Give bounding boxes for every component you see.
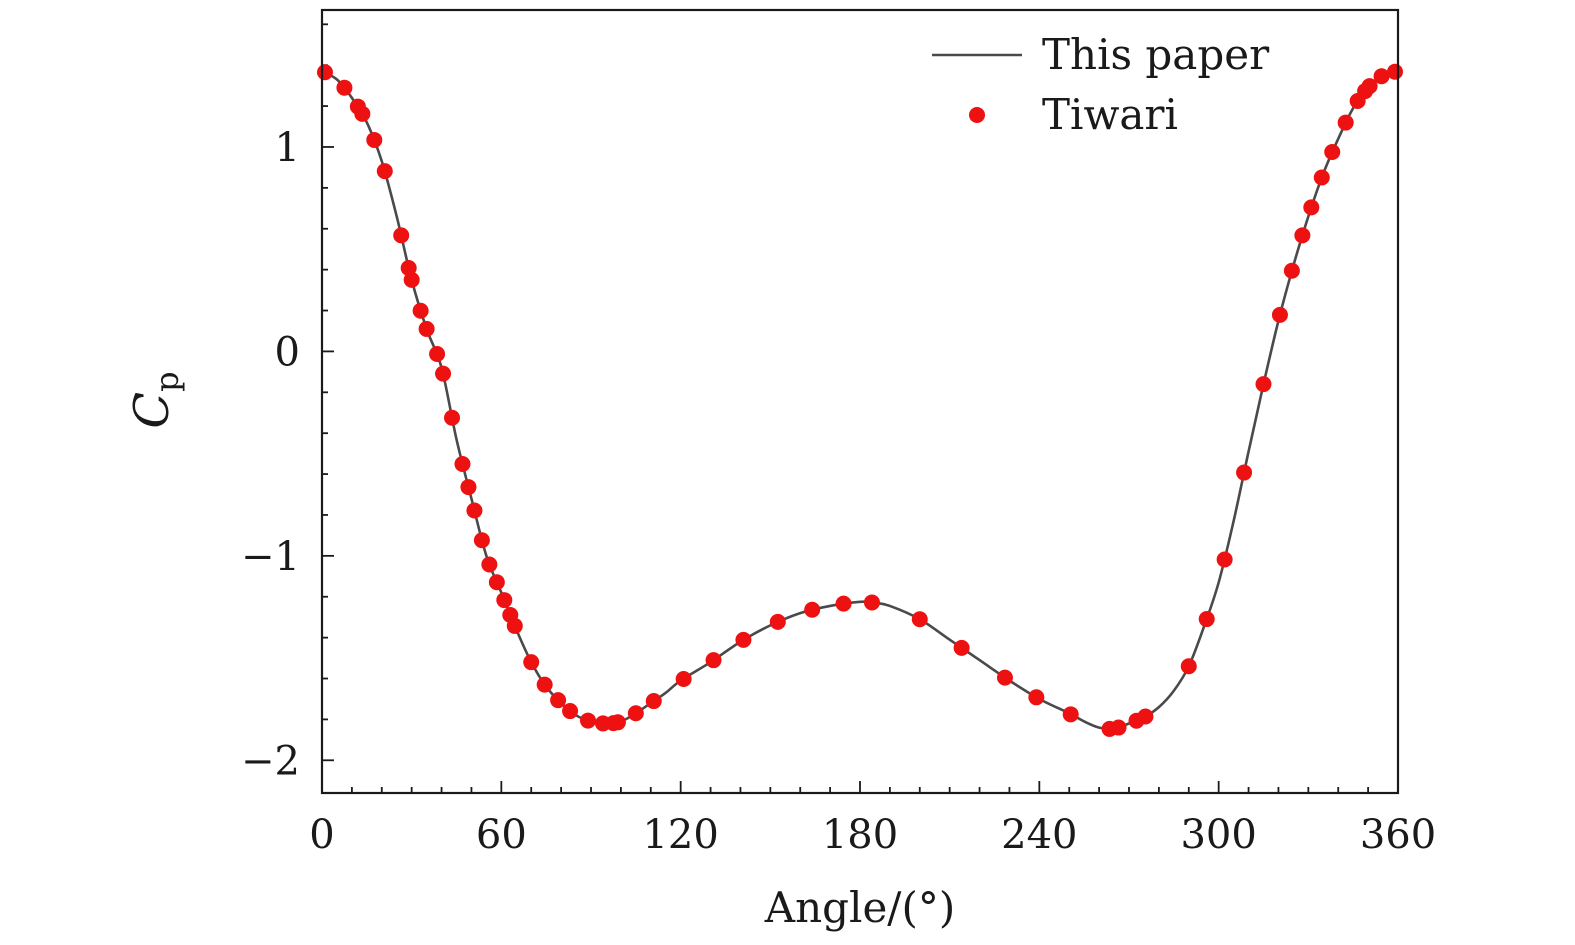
- data-point-tiwari: [1337, 114, 1354, 131]
- y-tick-label: 1: [275, 125, 300, 171]
- data-point-tiwari: [460, 479, 477, 496]
- data-point-tiwari: [953, 639, 970, 656]
- data-point-tiwari: [1028, 689, 1045, 706]
- data-point-tiwari: [366, 131, 383, 148]
- y-axis-title: Cp: [124, 371, 186, 428]
- x-tick-label: 360: [1360, 812, 1436, 858]
- data-point-tiwari: [506, 617, 523, 634]
- data-point-tiwari: [393, 227, 410, 244]
- data-point-tiwari: [705, 652, 722, 669]
- data-point-tiwari: [466, 502, 483, 519]
- x-axis-title: Angle/(°): [764, 883, 955, 932]
- series-points-tiwari: [316, 63, 1404, 737]
- legend-label-tiwari: Tiwari: [1042, 90, 1178, 139]
- data-point-tiwari: [412, 302, 429, 319]
- data-point-tiwari: [562, 703, 579, 720]
- y-axis-title-sub: p: [148, 371, 186, 391]
- y-tick-label: −1: [241, 534, 300, 580]
- tick-labels-layer: 0 60 120 180 240 300 360 −2 −1 0 1: [241, 125, 1436, 858]
- data-point-tiwari: [863, 594, 880, 611]
- legend-label-this-paper: This paper: [1042, 30, 1270, 79]
- y-tick-label: −2: [241, 738, 300, 784]
- x-tick-label: 120: [642, 812, 718, 858]
- legend: This paper Tiwari: [932, 30, 1270, 139]
- data-point-tiwari: [1180, 658, 1197, 675]
- data-point-tiwari: [336, 79, 353, 96]
- data-point-tiwari: [769, 613, 786, 630]
- data-point-tiwari: [473, 532, 490, 549]
- data-point-tiwari: [536, 676, 553, 693]
- data-point-tiwari: [523, 654, 540, 671]
- data-point-tiwari: [1361, 78, 1378, 95]
- data-point-tiwari: [580, 712, 597, 729]
- ticks-layer: [321, 23, 1399, 793]
- y-axis-title-main: C: [124, 392, 180, 429]
- y-tick-label: 0: [275, 329, 300, 375]
- data-point-tiwari: [429, 346, 446, 363]
- data-point-tiwari: [1062, 706, 1079, 723]
- x-tick-label: 180: [822, 812, 898, 858]
- data-point-tiwari: [435, 365, 452, 382]
- x-tick-label: 60: [476, 812, 527, 858]
- plot-frame: [320, 8, 1400, 795]
- x-tick-label: 240: [1001, 812, 1077, 858]
- data-point-tiwari: [645, 693, 662, 710]
- data-point-tiwari: [996, 669, 1013, 686]
- data-point-tiwari: [418, 320, 435, 337]
- data-point-tiwari: [488, 574, 505, 591]
- data-point-tiwari: [835, 595, 852, 612]
- data-point-tiwari: [316, 64, 333, 81]
- x-tick-label: 300: [1180, 812, 1256, 858]
- data-point-tiwari: [1294, 227, 1311, 244]
- data-point-tiwari: [550, 692, 567, 709]
- data-point-tiwari: [735, 631, 752, 648]
- data-point-tiwari: [376, 163, 393, 180]
- data-point-tiwari: [481, 556, 498, 573]
- data-point-tiwari: [454, 456, 471, 473]
- data-point-tiwari: [1373, 68, 1390, 85]
- data-point-tiwari: [1387, 63, 1404, 80]
- data-point-tiwari: [1236, 464, 1253, 481]
- data-point-tiwari: [1198, 611, 1215, 628]
- data-point-tiwari: [354, 105, 371, 122]
- data-point-tiwari: [1313, 169, 1330, 186]
- data-point-tiwari: [1255, 376, 1272, 393]
- x-tick-label: 0: [309, 812, 334, 858]
- data-point-tiwari: [1283, 262, 1300, 279]
- series-line-this-paper: [321, 70, 1399, 731]
- data-point-tiwari: [804, 601, 821, 618]
- data-point-tiwari: [1303, 199, 1320, 216]
- data-point-tiwari: [1216, 551, 1233, 568]
- data-point-tiwari: [609, 714, 626, 731]
- data-point-tiwari: [627, 705, 644, 722]
- data-point-tiwari: [496, 592, 513, 609]
- data-point-tiwari: [911, 611, 928, 628]
- data-point-tiwari: [1271, 306, 1288, 323]
- data-point-tiwari: [1137, 708, 1154, 725]
- data-point-tiwari: [1110, 719, 1127, 736]
- legend-dot-swatch: [969, 107, 985, 123]
- data-point-tiwari: [1324, 144, 1341, 161]
- data-point-tiwari: [675, 670, 692, 687]
- data-point-tiwari: [444, 409, 461, 426]
- data-point-tiwari: [403, 271, 420, 288]
